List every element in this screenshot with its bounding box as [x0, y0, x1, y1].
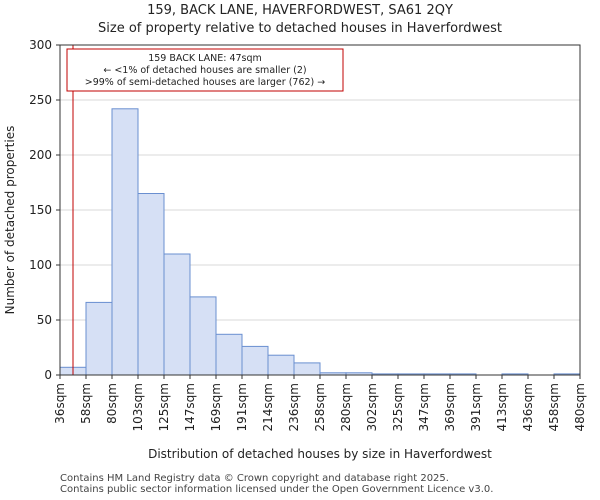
- x-tick-label-391sqm: 391sqm: [469, 383, 483, 431]
- x-tick-label-169sqm: 169sqm: [209, 383, 223, 431]
- x-tick-label-80sqm: 80sqm: [105, 383, 119, 424]
- x-tick-label-103sqm: 103sqm: [131, 383, 145, 431]
- x-tick-label-458sqm: 458sqm: [547, 383, 561, 431]
- y-tick-label-6: 300: [29, 38, 52, 52]
- x-tick-label-302sqm: 302sqm: [365, 383, 379, 431]
- y-tick-label-5: 250: [29, 93, 52, 107]
- bar-191sqm: [241, 345, 269, 376]
- x-tick-label-347sqm: 347sqm: [417, 383, 431, 431]
- annotation-box: [66, 48, 344, 92]
- y-tick-label-4: 200: [29, 148, 52, 162]
- x-tick-label-480sqm: 480sqm: [573, 383, 587, 431]
- chart-title: 159, BACK LANE, HAVERFORDWEST, SA61 2QY: [147, 3, 453, 18]
- bar-236sqm: [293, 362, 321, 376]
- marker-annotation: 159 BACK LANE: 47sqm← <1% of detached ho…: [66, 48, 344, 92]
- y-tick-label-2: 100: [29, 258, 52, 272]
- y-tick-label-3: 150: [29, 203, 52, 217]
- x-axis-label: Distribution of detached houses by size …: [148, 447, 492, 461]
- footer-licence: Contains public sector information licen…: [60, 484, 494, 495]
- x-tick-label-147sqm: 147sqm: [183, 383, 197, 431]
- x-tick-label-258sqm: 258sqm: [313, 383, 327, 431]
- annotation-line-2: >99% of semi-detached houses are larger …: [85, 77, 326, 88]
- footer-copyright: Contains HM Land Registry data © Crown c…: [60, 473, 449, 484]
- bar-103sqm: [137, 193, 165, 376]
- x-tick-label-280sqm: 280sqm: [339, 383, 353, 431]
- annotation-line-1: ← <1% of detached houses are smaller (2): [103, 65, 306, 76]
- bar-147sqm: [189, 296, 217, 376]
- x-tick-label-369sqm: 369sqm: [443, 383, 457, 431]
- x-tick-label-214sqm: 214sqm: [261, 383, 275, 431]
- y-ticks: 0 50 100 150 200 250 300: [29, 38, 60, 382]
- chart-subtitle: Size of property relative to detached ho…: [98, 21, 502, 36]
- x-tick-label-413sqm: 413sqm: [495, 383, 509, 431]
- y-tick-label-0: 0: [44, 368, 52, 382]
- x-tick-label-125sqm: 125sqm: [157, 383, 171, 431]
- bar-214sqm: [267, 354, 295, 376]
- x-tick-label-191sqm: 191sqm: [235, 383, 249, 431]
- bar-125sqm: [163, 253, 191, 376]
- x-tick-label-36sqm: 36sqm: [53, 383, 67, 424]
- y-tick-label-1: 50: [37, 313, 52, 327]
- x-tick-label-325sqm: 325sqm: [391, 383, 405, 431]
- x-ticks: 36sqm 58sqm 80sqm 103sqm 125sqm 147sqm 169sqm 1…: [53, 375, 587, 431]
- y-axis-label: Number of detached properties: [3, 126, 17, 315]
- bar-169sqm: [215, 333, 243, 376]
- bars: [59, 108, 581, 376]
- x-tick-label-58sqm: 58sqm: [79, 383, 93, 424]
- annotation-line-0: 159 BACK LANE: 47sqm: [148, 53, 262, 64]
- bar-58sqm: [85, 301, 113, 376]
- x-tick-label-236sqm: 236sqm: [287, 383, 301, 431]
- x-tick-label-436sqm: 436sqm: [521, 383, 535, 431]
- bar-80sqm: [111, 108, 139, 376]
